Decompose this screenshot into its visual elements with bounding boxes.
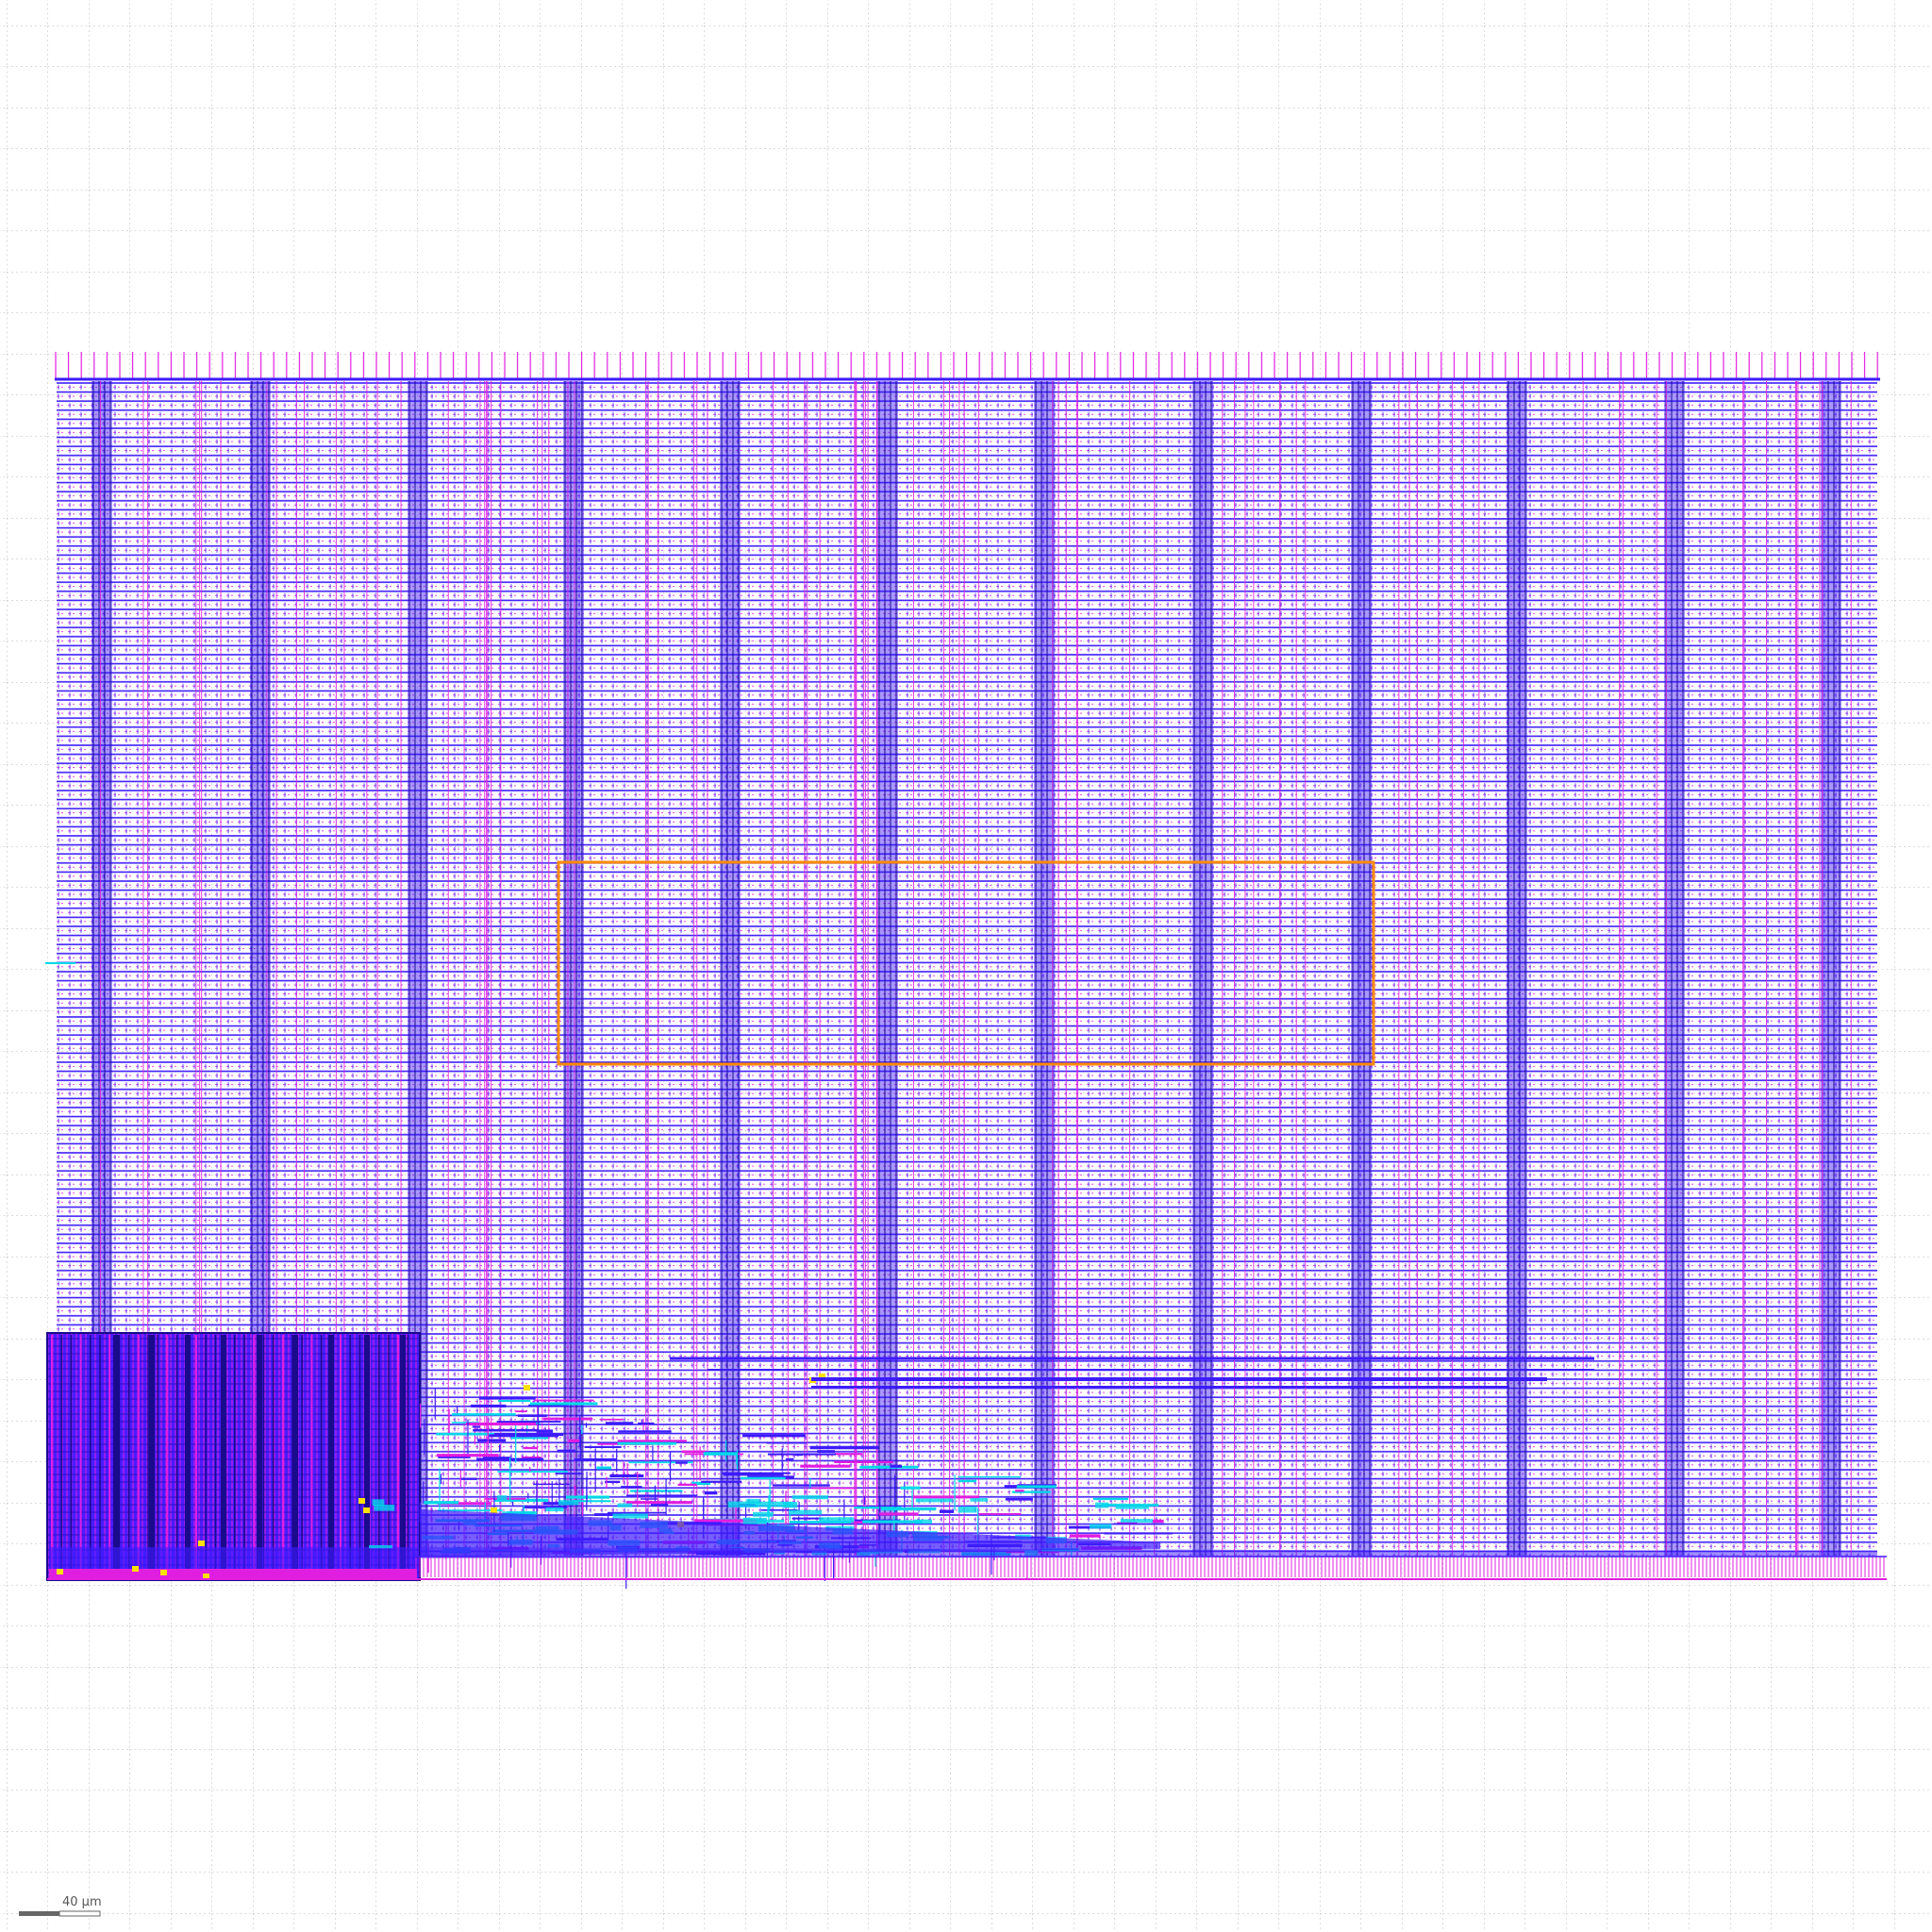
- via-cluster: [958, 1506, 977, 1513]
- via-cluster: [742, 1517, 767, 1524]
- macro-strap: [113, 1335, 119, 1578]
- via-cluster: [756, 1501, 793, 1507]
- highlight-marker: [57, 1569, 63, 1574]
- via-cluster: [507, 1510, 536, 1517]
- highlight-marker: [198, 1541, 205, 1546]
- power-stripe: [1034, 381, 1055, 1556]
- power-stripe: [250, 381, 271, 1556]
- power-stripe: [1507, 381, 1527, 1556]
- via-cluster: [1090, 1524, 1112, 1529]
- via-cluster: [545, 1507, 564, 1512]
- via-cluster: [819, 1517, 855, 1524]
- via-cluster: [1120, 1519, 1154, 1523]
- via-cluster: [752, 1511, 774, 1517]
- power-stripe: [877, 381, 898, 1556]
- bottom-pin-row: [415, 1557, 1887, 1577]
- macro-strap: [364, 1335, 370, 1578]
- chip-layout: [45, 352, 1887, 1590]
- via-cluster: [374, 1505, 395, 1511]
- via-cluster: [496, 1495, 508, 1502]
- top-pin-row: [55, 352, 1880, 380]
- scale-bar-label: 40 µm: [62, 1895, 102, 1909]
- macro-strap: [257, 1335, 262, 1578]
- highlight-marker: [358, 1498, 365, 1504]
- highlight-marker: [491, 1507, 497, 1513]
- power-stripe: [1192, 381, 1213, 1556]
- power-stripe: [1351, 381, 1372, 1556]
- via-cluster: [372, 1499, 385, 1507]
- highlight-marker: [132, 1566, 139, 1572]
- dense-macro-block: [47, 1333, 420, 1580]
- via-cluster: [727, 1501, 758, 1507]
- via-cluster: [756, 1519, 785, 1523]
- via-cluster: [791, 1495, 828, 1500]
- scale-bar-filled: [19, 1911, 59, 1916]
- power-stripe: [563, 381, 584, 1556]
- via-cluster: [970, 1498, 989, 1502]
- via-cluster: [1095, 1502, 1109, 1508]
- via-cluster: [915, 1498, 953, 1503]
- highlight-marker: [363, 1507, 370, 1513]
- via-cluster: [914, 1519, 932, 1524]
- macro-strap: [185, 1335, 191, 1578]
- macro-strap: [149, 1335, 155, 1578]
- via-cluster: [1115, 1505, 1149, 1509]
- via-cluster: [617, 1503, 633, 1507]
- highlight-marker: [524, 1385, 530, 1391]
- macro-columns: [49, 1335, 417, 1578]
- via-cluster: [558, 1500, 579, 1506]
- macro-strap: [400, 1335, 406, 1578]
- via-cluster: [746, 1498, 760, 1504]
- macro-base-pins: [49, 1569, 417, 1578]
- power-stripe: [720, 381, 741, 1556]
- macro-strap: [328, 1335, 334, 1578]
- macro-strap: [292, 1335, 298, 1578]
- highlight-marker: [819, 1374, 825, 1379]
- power-stripe: [1821, 381, 1841, 1556]
- highlight-marker: [203, 1574, 209, 1579]
- scale-bar: 40 µm: [19, 1895, 102, 1917]
- power-stripe: [1664, 381, 1685, 1556]
- via-cluster: [369, 1544, 392, 1549]
- scale-bar-open: [58, 1910, 101, 1917]
- highlight-marker: [160, 1570, 167, 1575]
- routing-band: [420, 1547, 1877, 1558]
- congested-routing: [57, 1374, 1877, 1590]
- power-stripe: [408, 381, 428, 1556]
- via-cluster: [612, 1513, 649, 1519]
- routing-band: [420, 1509, 1160, 1557]
- selection-rectangle[interactable]: [557, 860, 1375, 1066]
- via-cluster: [788, 1509, 823, 1515]
- power-stripe: [92, 381, 112, 1556]
- macro-strap: [221, 1335, 226, 1578]
